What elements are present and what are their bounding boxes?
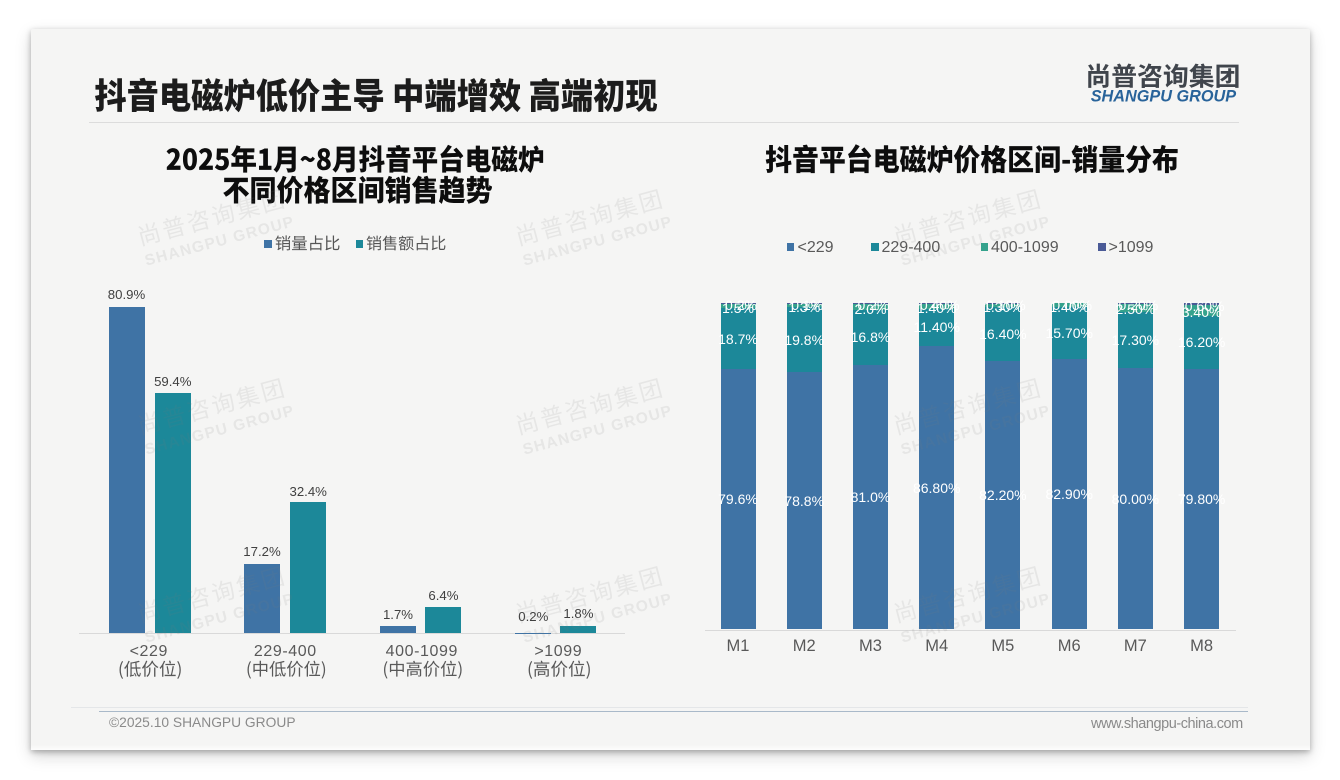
svg-text:SHANGPU GROUP: SHANGPU GROUP <box>1091 87 1237 105</box>
